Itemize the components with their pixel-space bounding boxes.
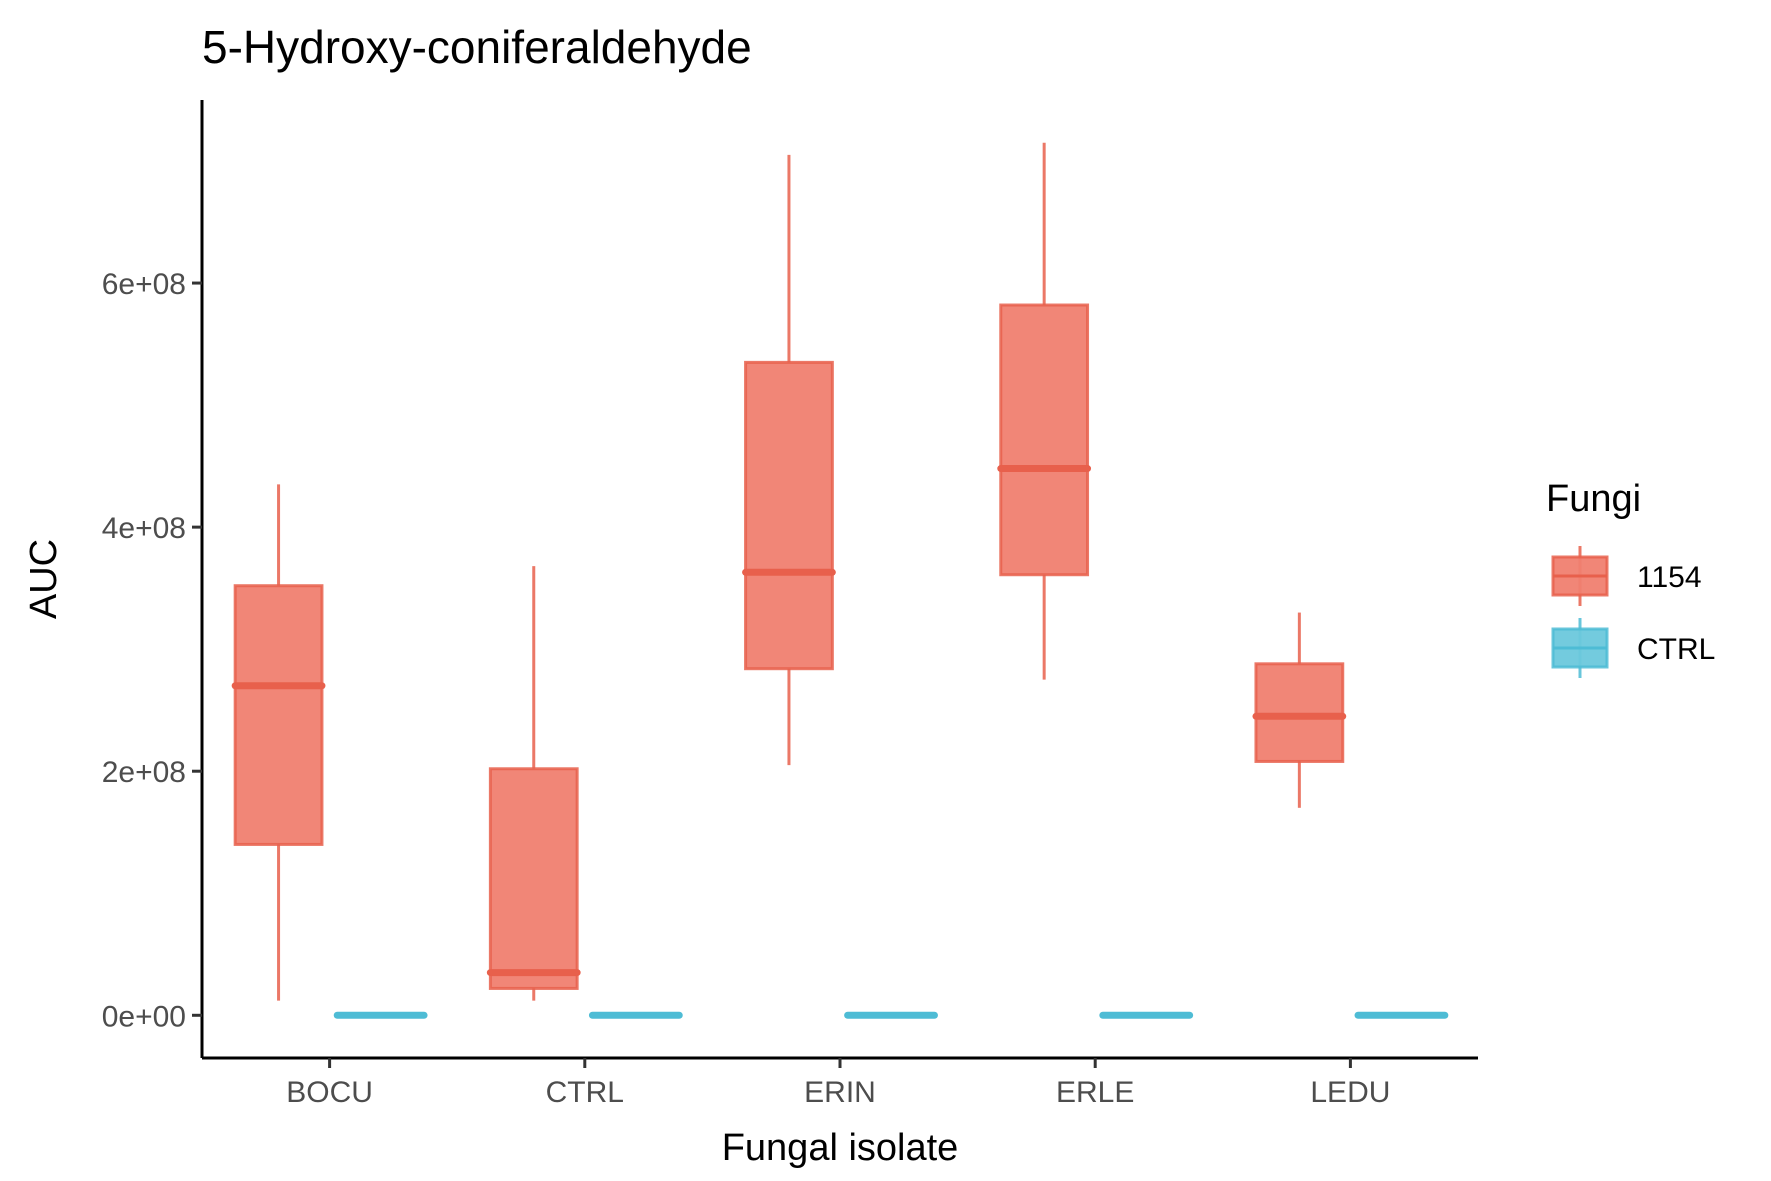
x-tick-label: ERIN (804, 1076, 876, 1109)
y-tick-label: 2e+08 (102, 756, 186, 789)
box-iqr (999, 303, 1090, 577)
x-axis-ticks: BOCU CTRL ERIN ERLE LEDU (286, 1058, 1390, 1109)
box-iqr (488, 767, 579, 990)
plot-area: 0e+00 2e+08 4e+08 6e+08 BOCU CTRL ERIN ERLE LED… (102, 100, 1478, 1109)
y-axis-ticks: 0e+00 2e+08 4e+08 6e+08 (102, 268, 202, 1033)
legend-entry-ctrl: CTRL (1551, 618, 1715, 678)
x-tick-label: BOCU (286, 1076, 373, 1109)
box-1154-bocu (231, 484, 326, 1001)
legend-entries: 1154 CTRL (1551, 546, 1715, 678)
box-layer (231, 142, 1449, 1019)
box-1154-ledu (1252, 612, 1347, 808)
box-1154-ctrl (486, 566, 581, 1001)
y-tick-label: 6e+08 (102, 268, 186, 301)
x-axis-title: Fungal isolate (722, 1127, 959, 1169)
x-tick-label: ERLE (1056, 1076, 1134, 1109)
box-1154-erle (997, 142, 1092, 680)
x-tick-label: LEDU (1310, 1076, 1390, 1109)
x-tick-label: CTRL (546, 1076, 624, 1109)
legend-label: CTRL (1637, 633, 1715, 666)
legend-entry-1154: 1154 (1551, 546, 1702, 606)
box-iqr (233, 584, 324, 846)
y-axis-title: AUC (23, 539, 65, 619)
legend-label: 1154 (1637, 561, 1702, 594)
chart-title: 5-Hydroxy-coniferaldehyde (202, 21, 752, 73)
legend: Fungi 1154 CTRL (1546, 478, 1715, 678)
box-iqr (744, 360, 834, 671)
box-1154-erin (742, 154, 836, 766)
y-tick-label: 4e+08 (102, 512, 186, 545)
y-tick-label: 0e+00 (102, 1000, 186, 1033)
box-iqr (1254, 662, 1345, 763)
legend-title: Fungi (1546, 478, 1641, 520)
